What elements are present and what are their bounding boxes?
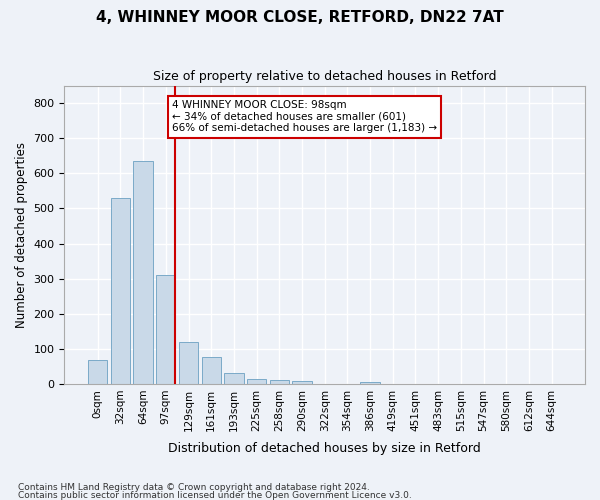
Bar: [269, 380, 289, 384]
Bar: [179, 342, 198, 384]
Title: Size of property relative to detached houses in Retford: Size of property relative to detached ho…: [153, 70, 496, 83]
Text: 4 WHINNEY MOOR CLOSE: 98sqm
← 34% of detached houses are smaller (601)
66% of se: 4 WHINNEY MOOR CLOSE: 98sqm ← 34% of det…: [172, 100, 437, 134]
Bar: [111, 198, 130, 384]
Bar: [88, 360, 107, 384]
X-axis label: Distribution of detached houses by size in Retford: Distribution of detached houses by size …: [169, 442, 481, 455]
Y-axis label: Number of detached properties: Number of detached properties: [15, 142, 28, 328]
Bar: [202, 356, 221, 384]
Bar: [224, 374, 244, 384]
Bar: [292, 382, 311, 384]
Bar: [133, 161, 153, 384]
Bar: [156, 275, 175, 384]
Bar: [247, 378, 266, 384]
Text: Contains public sector information licensed under the Open Government Licence v3: Contains public sector information licen…: [18, 490, 412, 500]
Text: Contains HM Land Registry data © Crown copyright and database right 2024.: Contains HM Land Registry data © Crown c…: [18, 483, 370, 492]
Bar: [361, 382, 380, 384]
Text: 4, WHINNEY MOOR CLOSE, RETFORD, DN22 7AT: 4, WHINNEY MOOR CLOSE, RETFORD, DN22 7AT: [96, 10, 504, 25]
